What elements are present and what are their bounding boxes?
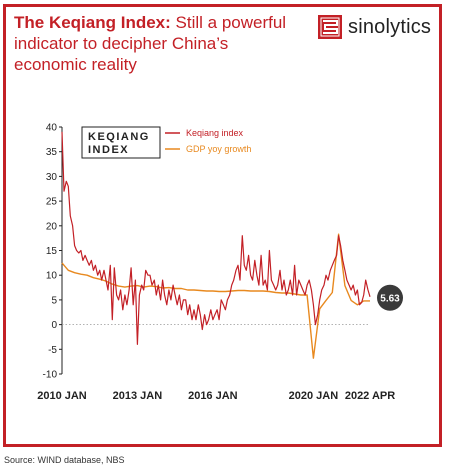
- legend: KEQIANG INDEX Keqiang index GDP yoy grow…: [81, 126, 251, 159]
- y-tick-label: 30: [46, 172, 58, 183]
- brand-name: sinolytics: [348, 15, 432, 38]
- badge-value: 5.63: [380, 293, 400, 304]
- last-value-badge: 5.63: [377, 284, 403, 311]
- legend-title-box: [81, 126, 161, 159]
- sinolytics-seal-icon: [318, 15, 342, 39]
- x-tick-label: 2022 APR: [345, 390, 395, 402]
- legend-title-line-1: KEQIANG: [88, 131, 150, 143]
- y-tick-label: 10: [46, 271, 58, 282]
- chart-axes: [61, 127, 370, 374]
- y-tick-labels: -10 -5 0 5 10 15 20 25 30 35 40: [43, 123, 62, 381]
- legend-title-line-2: INDEX: [88, 144, 129, 156]
- y-tick-label: -5: [48, 345, 57, 356]
- series-lines: [61, 131, 371, 359]
- title-rest: Still a powerful indicator to decipher C…: [14, 13, 287, 74]
- title-bold: The Keqiang Index:: [14, 13, 171, 32]
- legend-label-keqiang: Keqiang index: [186, 128, 244, 138]
- y-tick-label: -10: [43, 370, 58, 381]
- y-tick-label: 0: [51, 320, 57, 331]
- source-note: Source: WIND database, NBS: [4, 455, 125, 465]
- x-tick-label: 2020 JAN: [289, 390, 339, 402]
- legend-label-gdp: GDP yoy growth: [186, 144, 251, 154]
- series-line-keqiang: [61, 131, 371, 345]
- y-tick-label: 35: [46, 147, 58, 158]
- y-tick-label: 20: [46, 221, 58, 232]
- x-tick-label: 2016 JAN: [188, 390, 238, 402]
- chart-frame: [3, 4, 442, 447]
- badge-circle: [377, 284, 403, 311]
- y-tick-label: 40: [46, 123, 58, 134]
- y-tick-label: 15: [46, 246, 58, 257]
- chart-title: The Keqiang Index: Still a powerful indi…: [14, 12, 304, 75]
- brand-logo: sinolytics: [318, 14, 431, 40]
- x-tick-label: 2013 JAN: [113, 390, 163, 402]
- y-tick-label: 25: [46, 197, 58, 208]
- x-tick-labels: 2010 JAN 2013 JAN 2016 JAN 2020 JAN 2022 APR: [37, 390, 395, 402]
- series-line-gdp: [61, 233, 370, 359]
- x-tick-label: 2010 JAN: [37, 390, 87, 402]
- y-tick-label: 5: [51, 295, 57, 306]
